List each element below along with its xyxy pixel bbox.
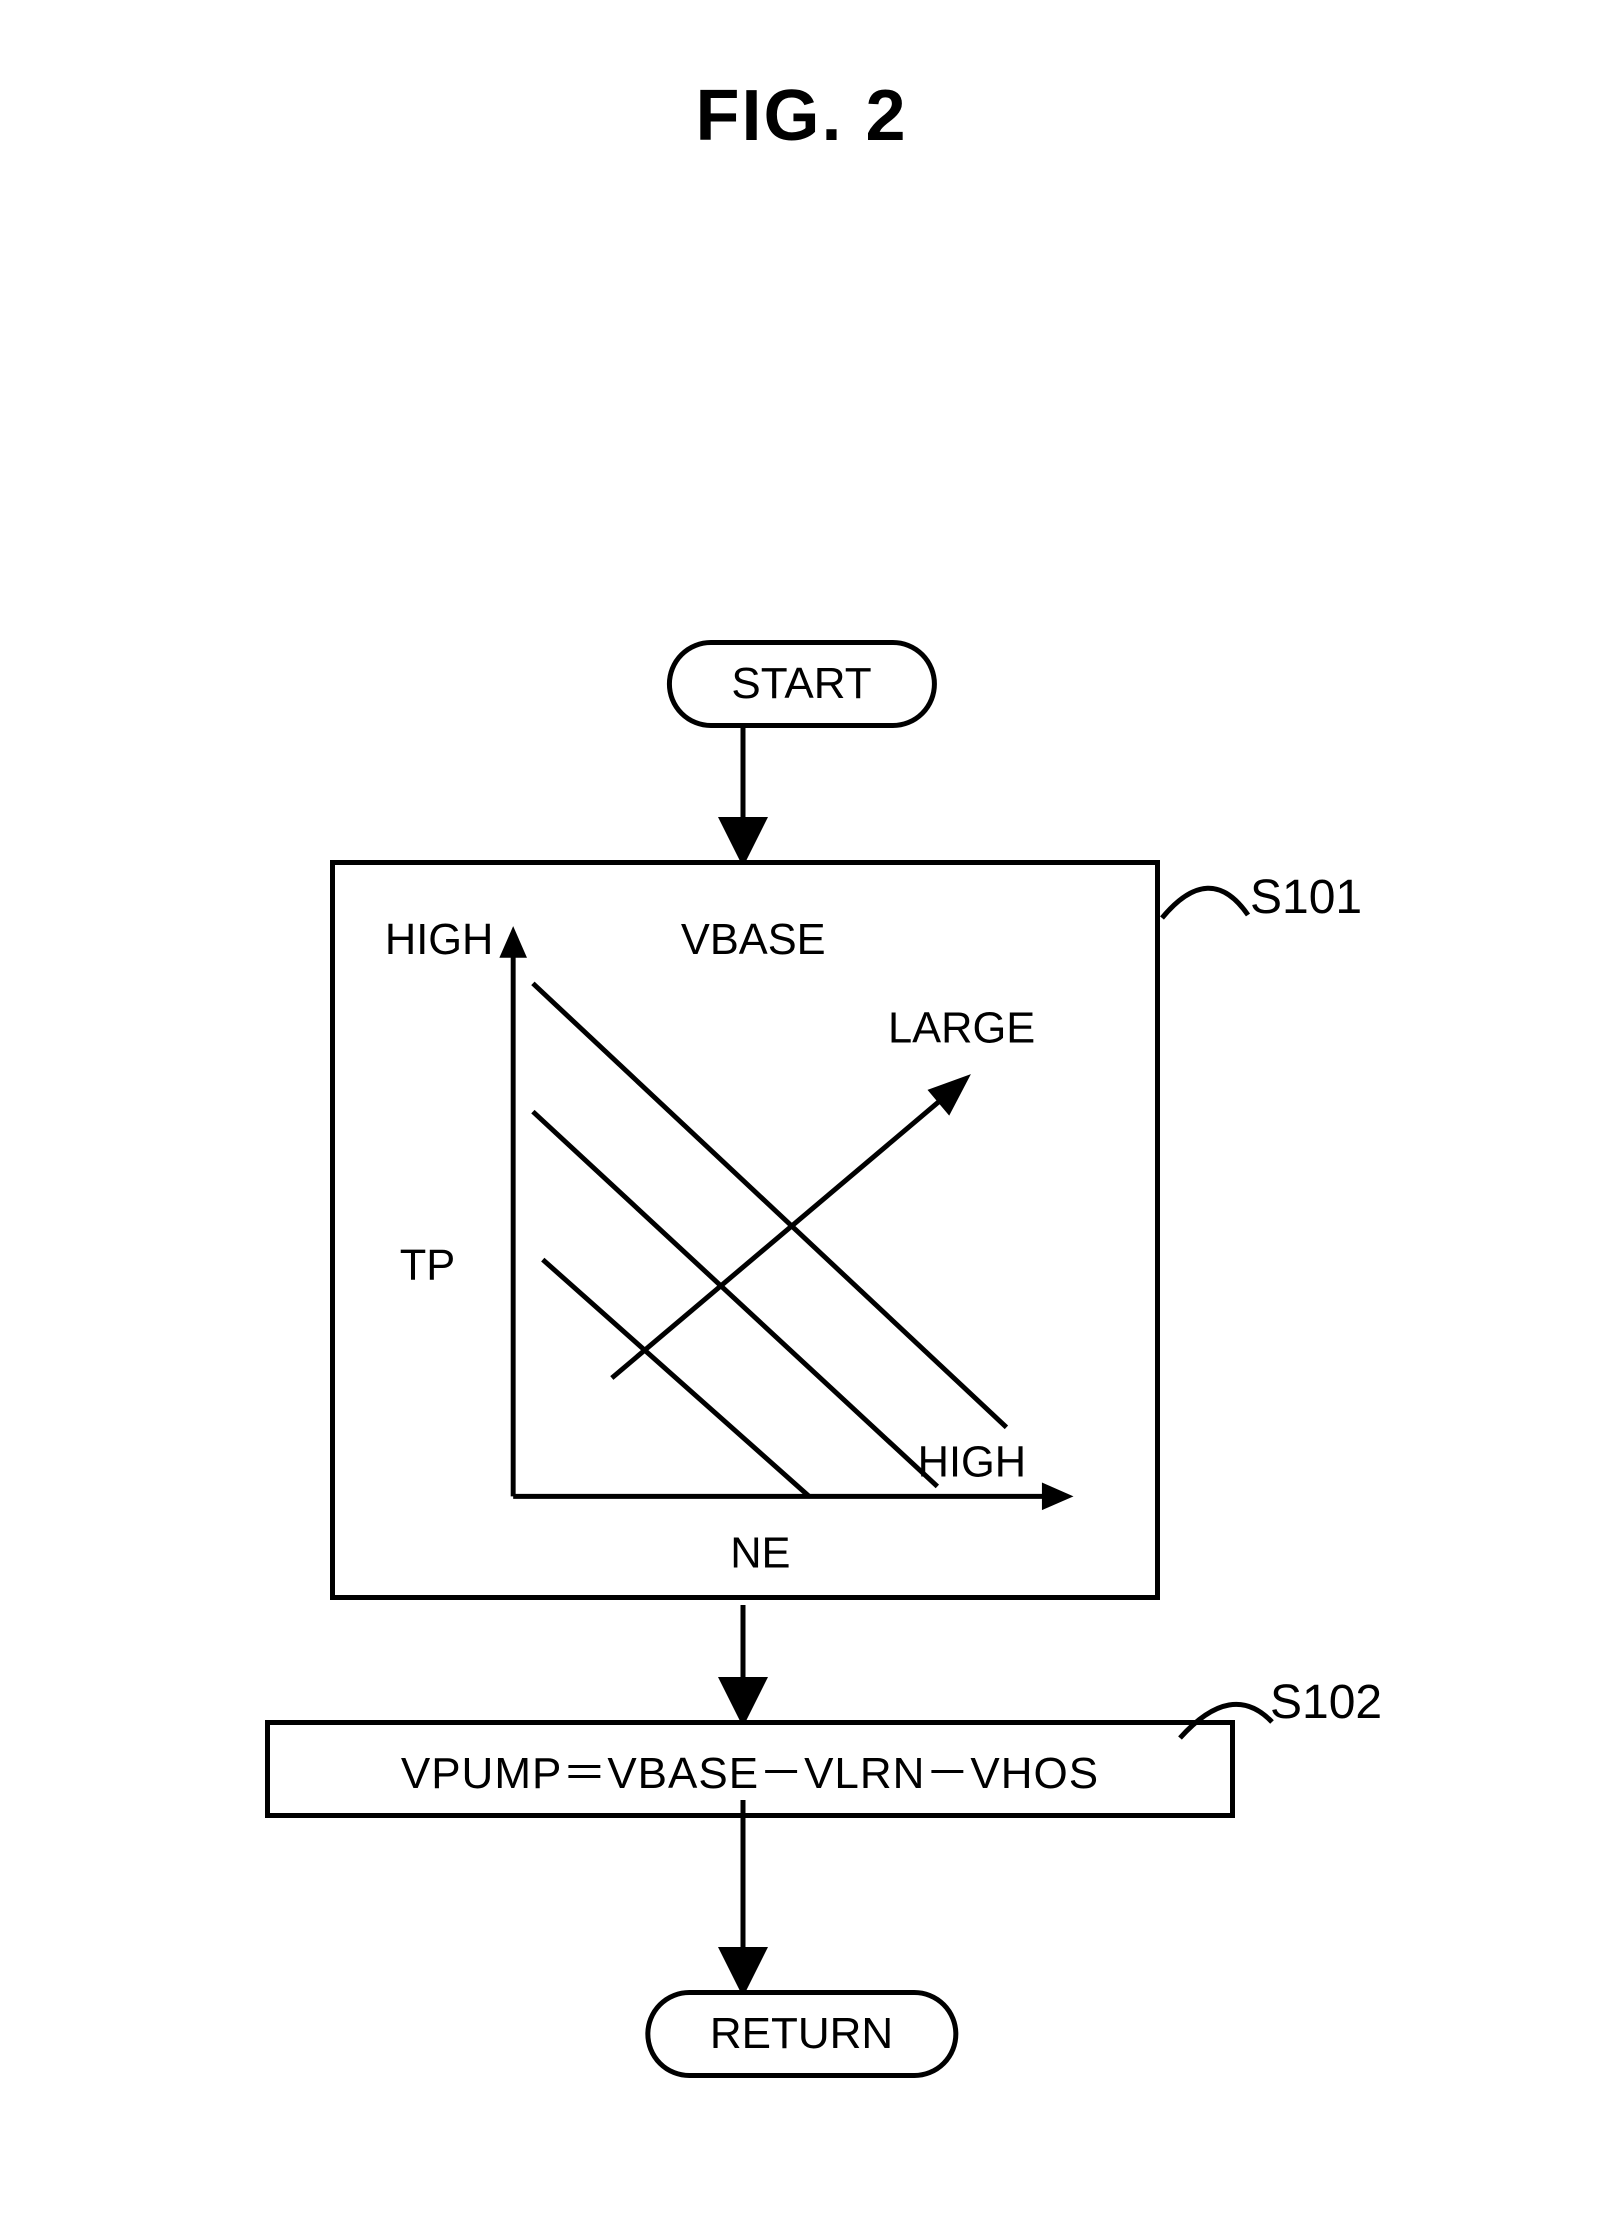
- arrow-s102-to-return: [0, 0, 1603, 2226]
- return-terminal: RETURN: [645, 1990, 958, 2078]
